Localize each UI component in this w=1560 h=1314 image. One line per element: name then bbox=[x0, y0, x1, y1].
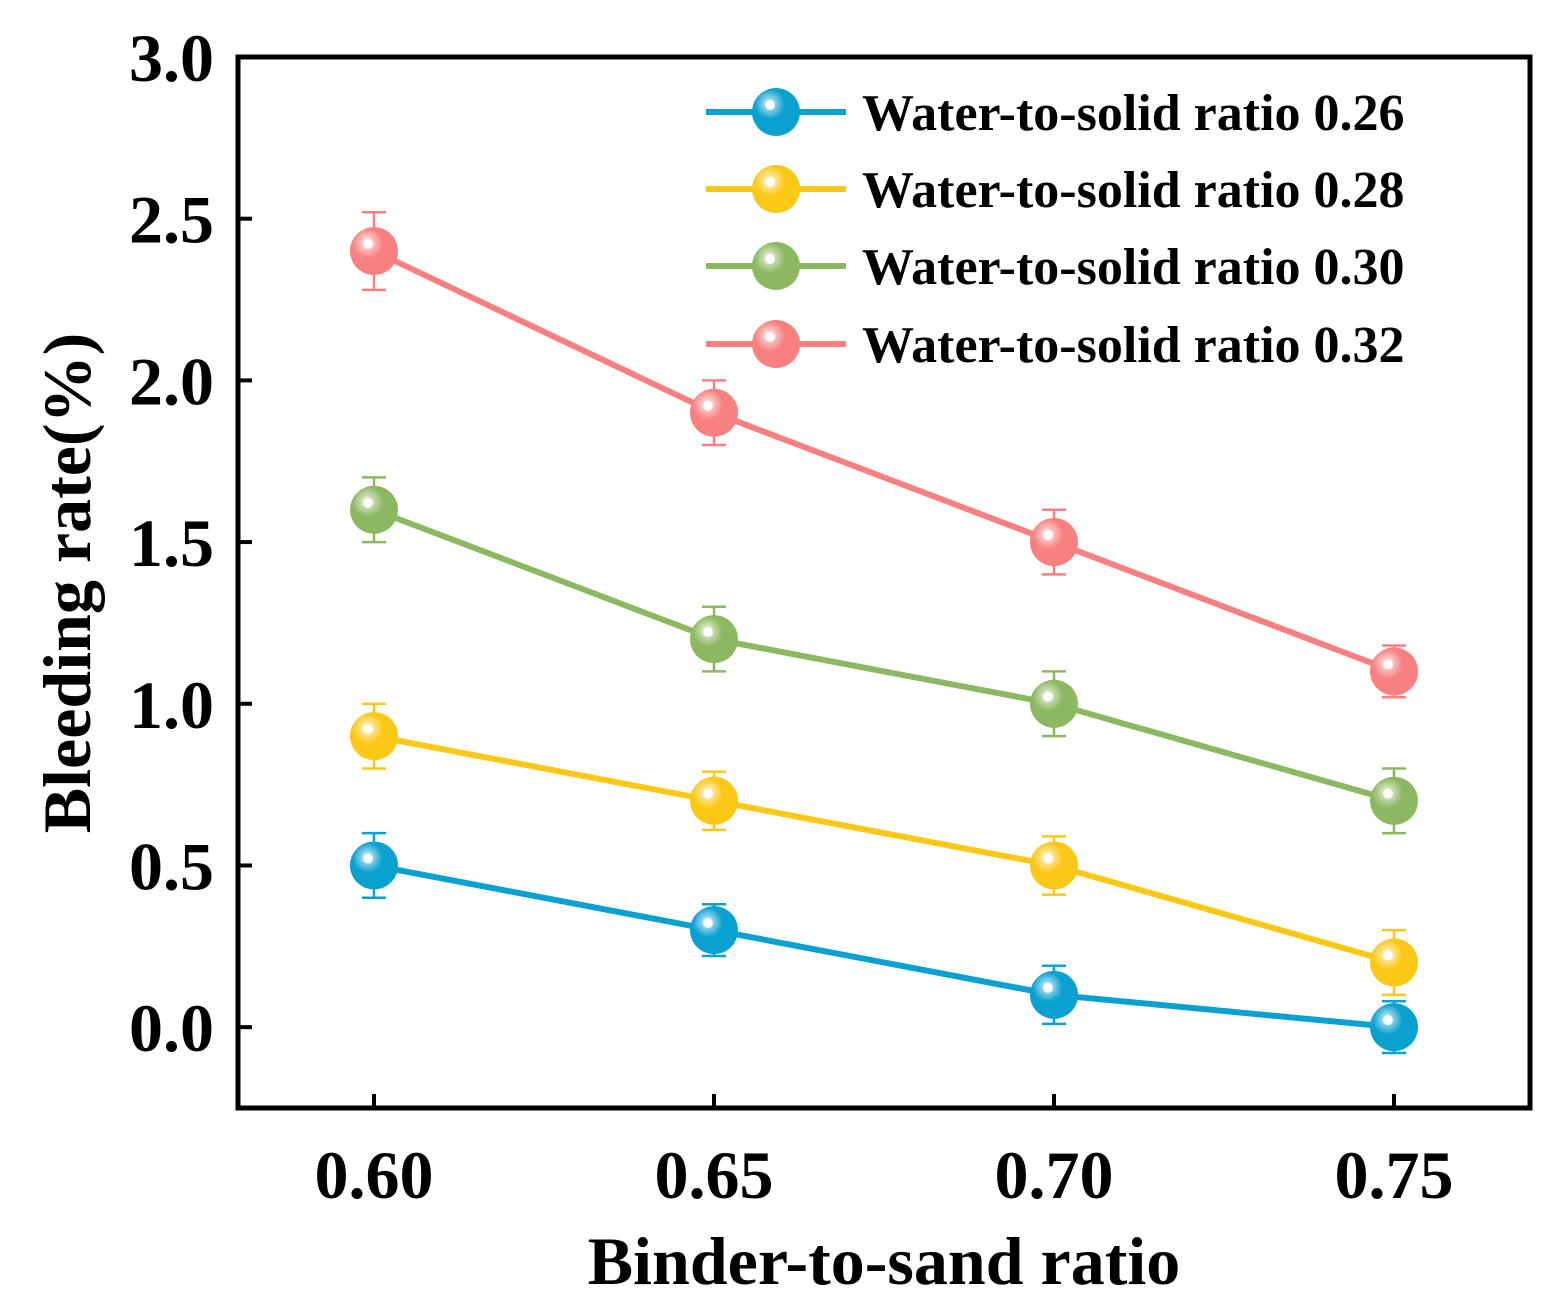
legend-item-water-to-solid-ratio-0-28: Water-to-solid ratio 0.28 bbox=[706, 162, 1405, 219]
y-tick-label: 1.5 bbox=[129, 505, 214, 581]
y-tick-label: 2.5 bbox=[129, 182, 214, 258]
y-tick-label: 1.0 bbox=[129, 667, 214, 743]
series-water-to-solid-ratio-0-32 bbox=[350, 210, 1418, 699]
legend-marker-highlight bbox=[765, 254, 775, 264]
x-tick-label: 0.75 bbox=[1335, 1137, 1454, 1213]
data-point bbox=[350, 485, 398, 534]
series-line bbox=[372, 248, 1396, 675]
legend-marker-highlight bbox=[765, 100, 775, 110]
series-water-to-solid-ratio-0-26 bbox=[350, 831, 1418, 1055]
y-tick-label: 0.0 bbox=[129, 990, 214, 1066]
legend-item-water-to-solid-ratio-0-30: Water-to-solid ratio 0.30 bbox=[706, 239, 1405, 296]
data-point bbox=[690, 615, 738, 664]
data-point-highlight bbox=[363, 724, 373, 735]
data-point bbox=[1030, 841, 1078, 890]
legend-marker-highlight bbox=[765, 177, 775, 187]
data-point-highlight bbox=[1043, 982, 1053, 993]
data-point-highlight bbox=[363, 853, 373, 864]
x-tick-label: 0.60 bbox=[315, 1137, 434, 1213]
legend-marker bbox=[752, 242, 800, 290]
y-axis-title: Bleeding rate(%) bbox=[29, 333, 105, 833]
data-point-highlight bbox=[1383, 659, 1393, 670]
data-point-highlight bbox=[363, 497, 373, 508]
legend-marker bbox=[752, 165, 800, 213]
data-point bbox=[690, 388, 738, 437]
data-point bbox=[690, 906, 738, 955]
series-water-to-solid-ratio-0-30 bbox=[350, 476, 1418, 835]
y-tick-label: 2.0 bbox=[129, 343, 214, 419]
x-axis-title: Binder-to-sand ratio bbox=[588, 1223, 1180, 1299]
data-point-highlight bbox=[703, 918, 713, 929]
data-point-highlight bbox=[1043, 691, 1053, 702]
data-point bbox=[1370, 647, 1418, 696]
data-point bbox=[350, 841, 398, 890]
data-point bbox=[690, 776, 738, 825]
legend-marker bbox=[752, 88, 800, 136]
y-tick-label: 0.5 bbox=[129, 828, 214, 904]
data-point bbox=[1370, 1003, 1418, 1052]
legend-marker-highlight bbox=[765, 332, 775, 342]
x-tick-label: 0.65 bbox=[655, 1137, 774, 1213]
legend-item-water-to-solid-ratio-0-32: Water-to-solid ratio 0.32 bbox=[706, 317, 1405, 374]
data-point bbox=[1030, 970, 1078, 1019]
data-point bbox=[1370, 938, 1418, 987]
x-tick-label: 0.70 bbox=[995, 1137, 1114, 1213]
data-point bbox=[1030, 679, 1078, 728]
data-point-highlight bbox=[363, 239, 373, 250]
data-point-highlight bbox=[1043, 530, 1053, 541]
legend-label: Water-to-solid ratio 0.28 bbox=[862, 162, 1405, 219]
data-point-highlight bbox=[1383, 950, 1393, 961]
data-point bbox=[350, 712, 398, 761]
data-point-highlight bbox=[703, 788, 713, 799]
y-axis: 0.0 0.5 1.0 1.5 2.0 2.5 3.0 bbox=[129, 20, 252, 1066]
legend: Water-to-solid ratio 0.26 Water-to-solid … bbox=[706, 85, 1405, 374]
data-point-highlight bbox=[703, 627, 713, 638]
y-tick-label: 3.0 bbox=[129, 20, 214, 96]
data-point-highlight bbox=[703, 400, 713, 411]
data-point-highlight bbox=[1383, 788, 1393, 799]
legend-label: Water-to-solid ratio 0.30 bbox=[862, 239, 1405, 296]
series-line bbox=[372, 506, 1395, 804]
series-layer bbox=[350, 210, 1418, 1055]
series-water-to-solid-ratio-0-28 bbox=[350, 702, 1418, 997]
legend-label: Water-to-solid ratio 0.32 bbox=[862, 317, 1405, 374]
data-point bbox=[1370, 776, 1418, 825]
data-point bbox=[350, 227, 398, 276]
legend-marker bbox=[752, 320, 800, 368]
data-point-highlight bbox=[1383, 1015, 1393, 1026]
x-axis: 0.60 0.65 0.70 0.75 bbox=[315, 1094, 1454, 1213]
series-line bbox=[373, 862, 1395, 1031]
series-line bbox=[373, 733, 1395, 966]
data-point bbox=[1030, 518, 1078, 567]
plot-frame bbox=[235, 54, 1533, 1111]
legend-label: Water-to-solid ratio 0.26 bbox=[862, 85, 1405, 142]
data-point-highlight bbox=[1043, 853, 1053, 864]
legend-item-water-to-solid-ratio-0-26: Water-to-solid ratio 0.26 bbox=[706, 85, 1405, 142]
